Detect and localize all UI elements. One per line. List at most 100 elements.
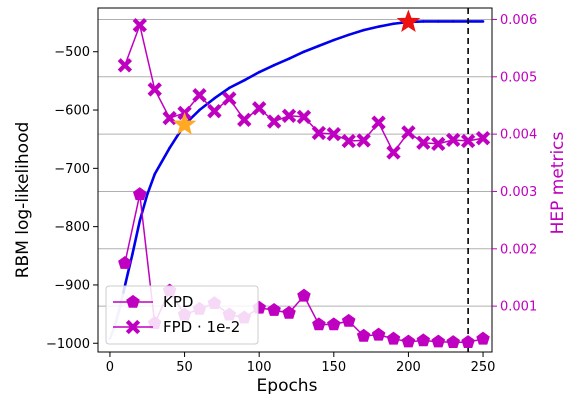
fpd-point — [341, 133, 356, 149]
y-axis-right-title: HEP metrics — [548, 131, 566, 234]
y-left-tick-label: −900 — [54, 278, 90, 293]
loglik-segment — [145, 172, 157, 196]
x-tick-label: 250 — [471, 360, 496, 375]
fpd-point-strokes — [147, 82, 162, 97]
fpd-point-strokes — [401, 125, 416, 140]
y-left-tick-label: −600 — [54, 104, 90, 119]
loglik-segment — [153, 146, 171, 176]
fpd-point-strokes — [237, 112, 252, 127]
kpd-point — [431, 334, 446, 348]
loglik-segment — [332, 33, 351, 42]
fpd-point-strokes — [326, 126, 341, 142]
y-right-tick-label: 0.002 — [500, 242, 537, 257]
kpd-point — [461, 335, 475, 348]
loglik-segment — [347, 28, 365, 37]
fpd-point — [460, 133, 476, 149]
grid-lines — [98, 18, 492, 307]
kpd-point — [446, 335, 460, 348]
y-right-tick-label: 0.003 — [500, 185, 537, 200]
fpd-point-strokes — [117, 58, 133, 73]
star-red-marker — [396, 9, 421, 33]
star-orange-marker — [172, 112, 197, 135]
legend-fpd-marker — [125, 319, 141, 335]
fpd-point-strokes — [460, 133, 476, 149]
fpd-point — [222, 91, 237, 106]
fpd-point — [252, 101, 267, 116]
fpd-point-strokes — [356, 133, 371, 148]
axes: 0 50 100 150 200 250 −1000 −900 −800 −700 −600 −500… — [46, 7, 537, 375]
x-tick-label: 100 — [247, 360, 272, 375]
fpd-point — [237, 112, 252, 127]
fpd-point-strokes — [416, 135, 431, 150]
fpd-point — [117, 58, 133, 73]
loglik-segment — [131, 219, 142, 256]
loglik-segment — [377, 22, 395, 28]
fpd-point — [132, 18, 147, 33]
fpd-point — [326, 126, 341, 142]
kpd-point — [356, 328, 371, 342]
x-tick-label: 0 — [106, 360, 114, 375]
loglik-segment — [317, 38, 336, 48]
fpd-point-strokes — [296, 109, 312, 125]
legend-label-fpd: FPD · 1e-2 — [163, 318, 240, 336]
fpd-point-strokes — [311, 125, 327, 141]
y-left-tick-label: −800 — [54, 220, 90, 235]
loglik-segment — [302, 44, 321, 54]
fpd-point — [371, 115, 386, 130]
fpd-point-strokes — [371, 115, 386, 130]
legend-kpd-marker — [126, 294, 140, 308]
fpd-point — [356, 133, 371, 148]
y-right-tick-label: 0.001 — [500, 300, 537, 315]
y-right-tick-label: 0.004 — [500, 128, 537, 143]
fpd-point — [192, 87, 207, 103]
fpd-point — [446, 132, 461, 148]
fpd-point-strokes — [386, 145, 401, 160]
legend-label-kpd: KPD — [163, 293, 193, 311]
fpd-point — [416, 135, 431, 150]
kpd-point — [282, 305, 296, 319]
fpd-point — [162, 110, 177, 126]
legend-symbol-fpd — [113, 319, 153, 335]
fpd-point-strokes — [162, 110, 177, 126]
legend: KPD FPD · 1e-2 — [105, 285, 259, 345]
fpd-point — [266, 114, 282, 129]
fpd-point-strokes — [207, 104, 222, 119]
loglik-segment — [242, 70, 261, 82]
kpd-point — [371, 327, 386, 341]
fpd-point-strokes — [222, 91, 237, 106]
y-left-tick-label: −1000 — [46, 337, 90, 352]
plot-frame — [97, 7, 493, 353]
x-tick-label: 50 — [176, 360, 193, 375]
fpd-point — [401, 125, 416, 140]
loglik-segment — [228, 78, 246, 90]
fpd-point-strokes — [192, 87, 207, 103]
fpd-point — [281, 108, 297, 123]
plot-area — [108, 8, 491, 352]
fpd-point-strokes — [281, 108, 297, 123]
kpd-point — [327, 317, 341, 331]
fpd-point — [431, 136, 446, 152]
loglik-segment — [257, 63, 276, 74]
kpd-point — [267, 302, 281, 316]
fpd-point-strokes — [431, 136, 446, 152]
x-axis-title: Epochs — [257, 376, 318, 394]
legend-fpd-marker-strokes — [125, 319, 141, 335]
kpd-point — [312, 317, 326, 331]
fpd-point-strokes — [252, 101, 267, 116]
fpd-point-strokes — [132, 18, 147, 33]
y-right-tick-label: 0.006 — [500, 13, 537, 28]
kpd-point — [297, 288, 311, 302]
kpd-point — [341, 313, 356, 327]
fpd-point — [311, 125, 327, 141]
fpd-point-strokes — [446, 132, 461, 148]
fpd-point — [475, 130, 491, 146]
fpd-point-strokes — [475, 130, 491, 146]
kpd-point — [401, 334, 416, 348]
loglik-segment — [287, 50, 306, 61]
loglik-segment — [362, 25, 380, 32]
y-axis-left-title: RBM log-likelihood — [13, 122, 33, 279]
fpd-point — [207, 104, 222, 119]
fpd-point-strokes — [266, 114, 282, 129]
kpd-point — [416, 333, 431, 347]
